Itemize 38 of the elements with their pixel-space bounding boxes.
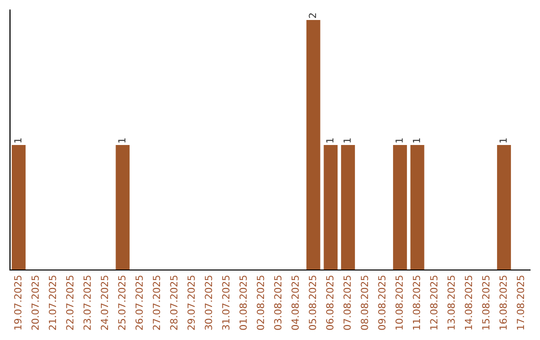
data-label: 2 xyxy=(308,13,316,18)
data-label: 1 xyxy=(500,138,507,143)
x-tick-label: 19.07.2025 xyxy=(14,276,22,330)
x-tick-label: 07.08.2025 xyxy=(343,276,351,330)
x-tick-label: 23.07.2025 xyxy=(83,276,91,330)
x-tick-label: 25.07.2025 xyxy=(118,276,126,330)
x-tick-label: 16.08.2025 xyxy=(499,276,507,330)
data-label: 1 xyxy=(344,138,351,143)
x-tick-label: 28.07.2025 xyxy=(170,276,178,330)
x-tick-label: 10.08.2025 xyxy=(395,276,403,330)
x-tick-label: 09.08.2025 xyxy=(378,276,386,330)
x-tick-label: 01.08.2025 xyxy=(239,276,247,330)
x-tick-label: 29.07.2025 xyxy=(187,276,195,330)
data-label: 1 xyxy=(14,138,22,143)
x-tick-label: 11.08.2025 xyxy=(412,276,420,330)
x-tick-label: 31.07.2025 xyxy=(222,276,230,330)
data-label: 1 xyxy=(118,138,126,143)
x-tick-label: 04.08.2025 xyxy=(291,276,299,330)
data-label: 1 xyxy=(396,138,403,143)
x-tick-label: 05.08.2025 xyxy=(308,276,316,330)
x-tick-label: 24.07.2025 xyxy=(100,276,108,330)
x-tick-label: 03.08.2025 xyxy=(274,276,282,330)
x-tick-label: 13.08.2025 xyxy=(447,276,455,330)
x-tick-label: 30.07.2025 xyxy=(204,276,212,330)
x-tick-label: 06.08.2025 xyxy=(326,276,334,330)
x-tick-label: 02.08.2025 xyxy=(256,276,264,330)
x-tick-label: 22.07.2025 xyxy=(66,276,74,330)
x-tick-label: 26.07.2025 xyxy=(135,276,143,330)
x-tick-label: 14.08.2025 xyxy=(464,276,472,330)
data-label: 1 xyxy=(326,138,334,143)
x-tick-label: 12.08.2025 xyxy=(430,276,438,330)
x-tick-label: 20.07.2025 xyxy=(31,276,39,330)
x-tick-label: 15.08.2025 xyxy=(482,276,490,330)
x-tick-label: 21.07.2025 xyxy=(48,276,56,330)
x-tick-label: 27.07.2025 xyxy=(152,276,160,330)
x-tick-label: 08.08.2025 xyxy=(360,276,368,330)
data-label: 1 xyxy=(412,138,420,143)
x-tick-label: 17.08.2025 xyxy=(516,276,524,330)
